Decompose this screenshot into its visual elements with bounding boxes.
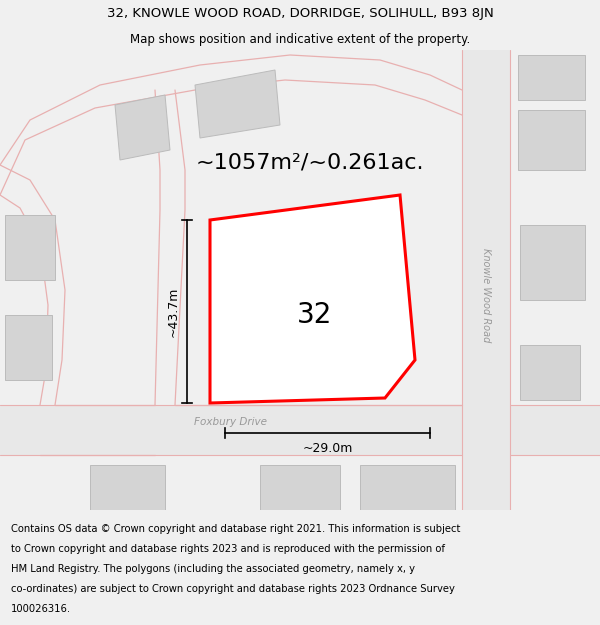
Text: HM Land Registry. The polygons (including the associated geometry, namely x, y: HM Land Registry. The polygons (includin… — [11, 564, 415, 574]
Text: 100026316.: 100026316. — [11, 604, 71, 614]
Polygon shape — [520, 345, 580, 400]
Polygon shape — [90, 465, 165, 510]
Polygon shape — [210, 195, 415, 403]
Polygon shape — [5, 215, 55, 280]
Text: Foxbury Drive: Foxbury Drive — [193, 417, 266, 427]
Polygon shape — [115, 95, 170, 160]
Text: Knowle Wood Road: Knowle Wood Road — [481, 248, 491, 342]
Polygon shape — [518, 110, 585, 170]
Text: ~29.0m: ~29.0m — [302, 442, 353, 456]
Polygon shape — [0, 405, 600, 455]
Text: Map shows position and indicative extent of the property.: Map shows position and indicative extent… — [130, 32, 470, 46]
Polygon shape — [518, 55, 585, 100]
Text: 32, KNOWLE WOOD ROAD, DORRIDGE, SOLIHULL, B93 8JN: 32, KNOWLE WOOD ROAD, DORRIDGE, SOLIHULL… — [107, 8, 493, 21]
Polygon shape — [260, 465, 340, 510]
Polygon shape — [5, 315, 52, 380]
Polygon shape — [520, 225, 585, 300]
Polygon shape — [462, 50, 510, 510]
Polygon shape — [195, 70, 280, 138]
Polygon shape — [230, 245, 300, 340]
Polygon shape — [360, 465, 455, 510]
Text: ~43.7m: ~43.7m — [167, 286, 179, 337]
Text: 32: 32 — [298, 301, 332, 329]
Text: to Crown copyright and database rights 2023 and is reproduced with the permissio: to Crown copyright and database rights 2… — [11, 544, 445, 554]
Text: ~1057m²/~0.261ac.: ~1057m²/~0.261ac. — [196, 152, 424, 172]
Text: Contains OS data © Crown copyright and database right 2021. This information is : Contains OS data © Crown copyright and d… — [11, 524, 460, 534]
Text: co-ordinates) are subject to Crown copyright and database rights 2023 Ordnance S: co-ordinates) are subject to Crown copyr… — [11, 584, 455, 594]
